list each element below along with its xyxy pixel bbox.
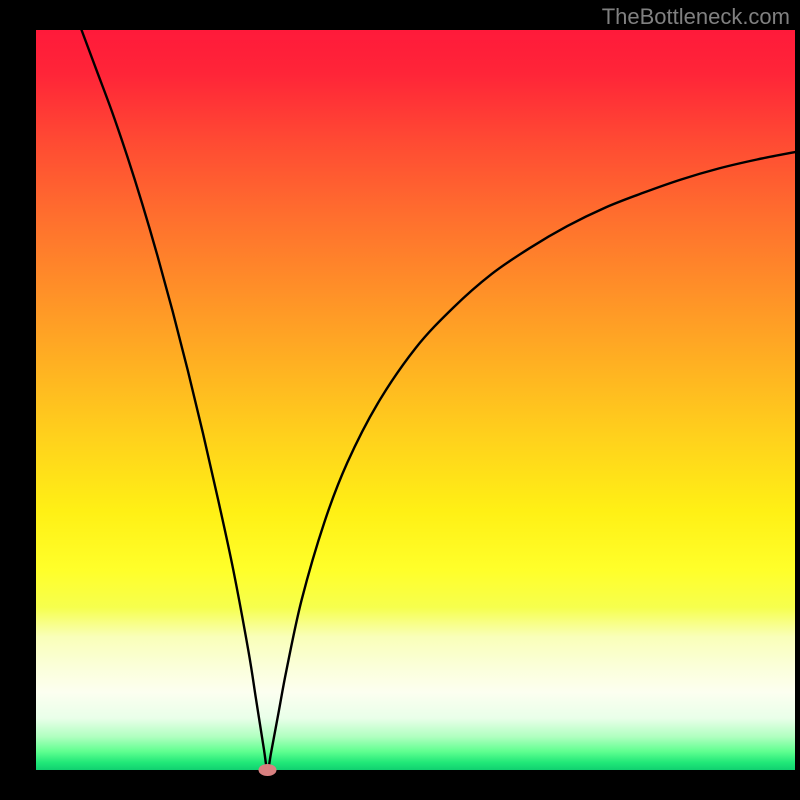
- chart-container: TheBottleneck.com: [0, 0, 800, 800]
- bottleneck-chart: [0, 0, 800, 800]
- minimum-marker: [258, 764, 276, 776]
- plot-background: [36, 30, 795, 770]
- watermark-text: TheBottleneck.com: [602, 4, 790, 30]
